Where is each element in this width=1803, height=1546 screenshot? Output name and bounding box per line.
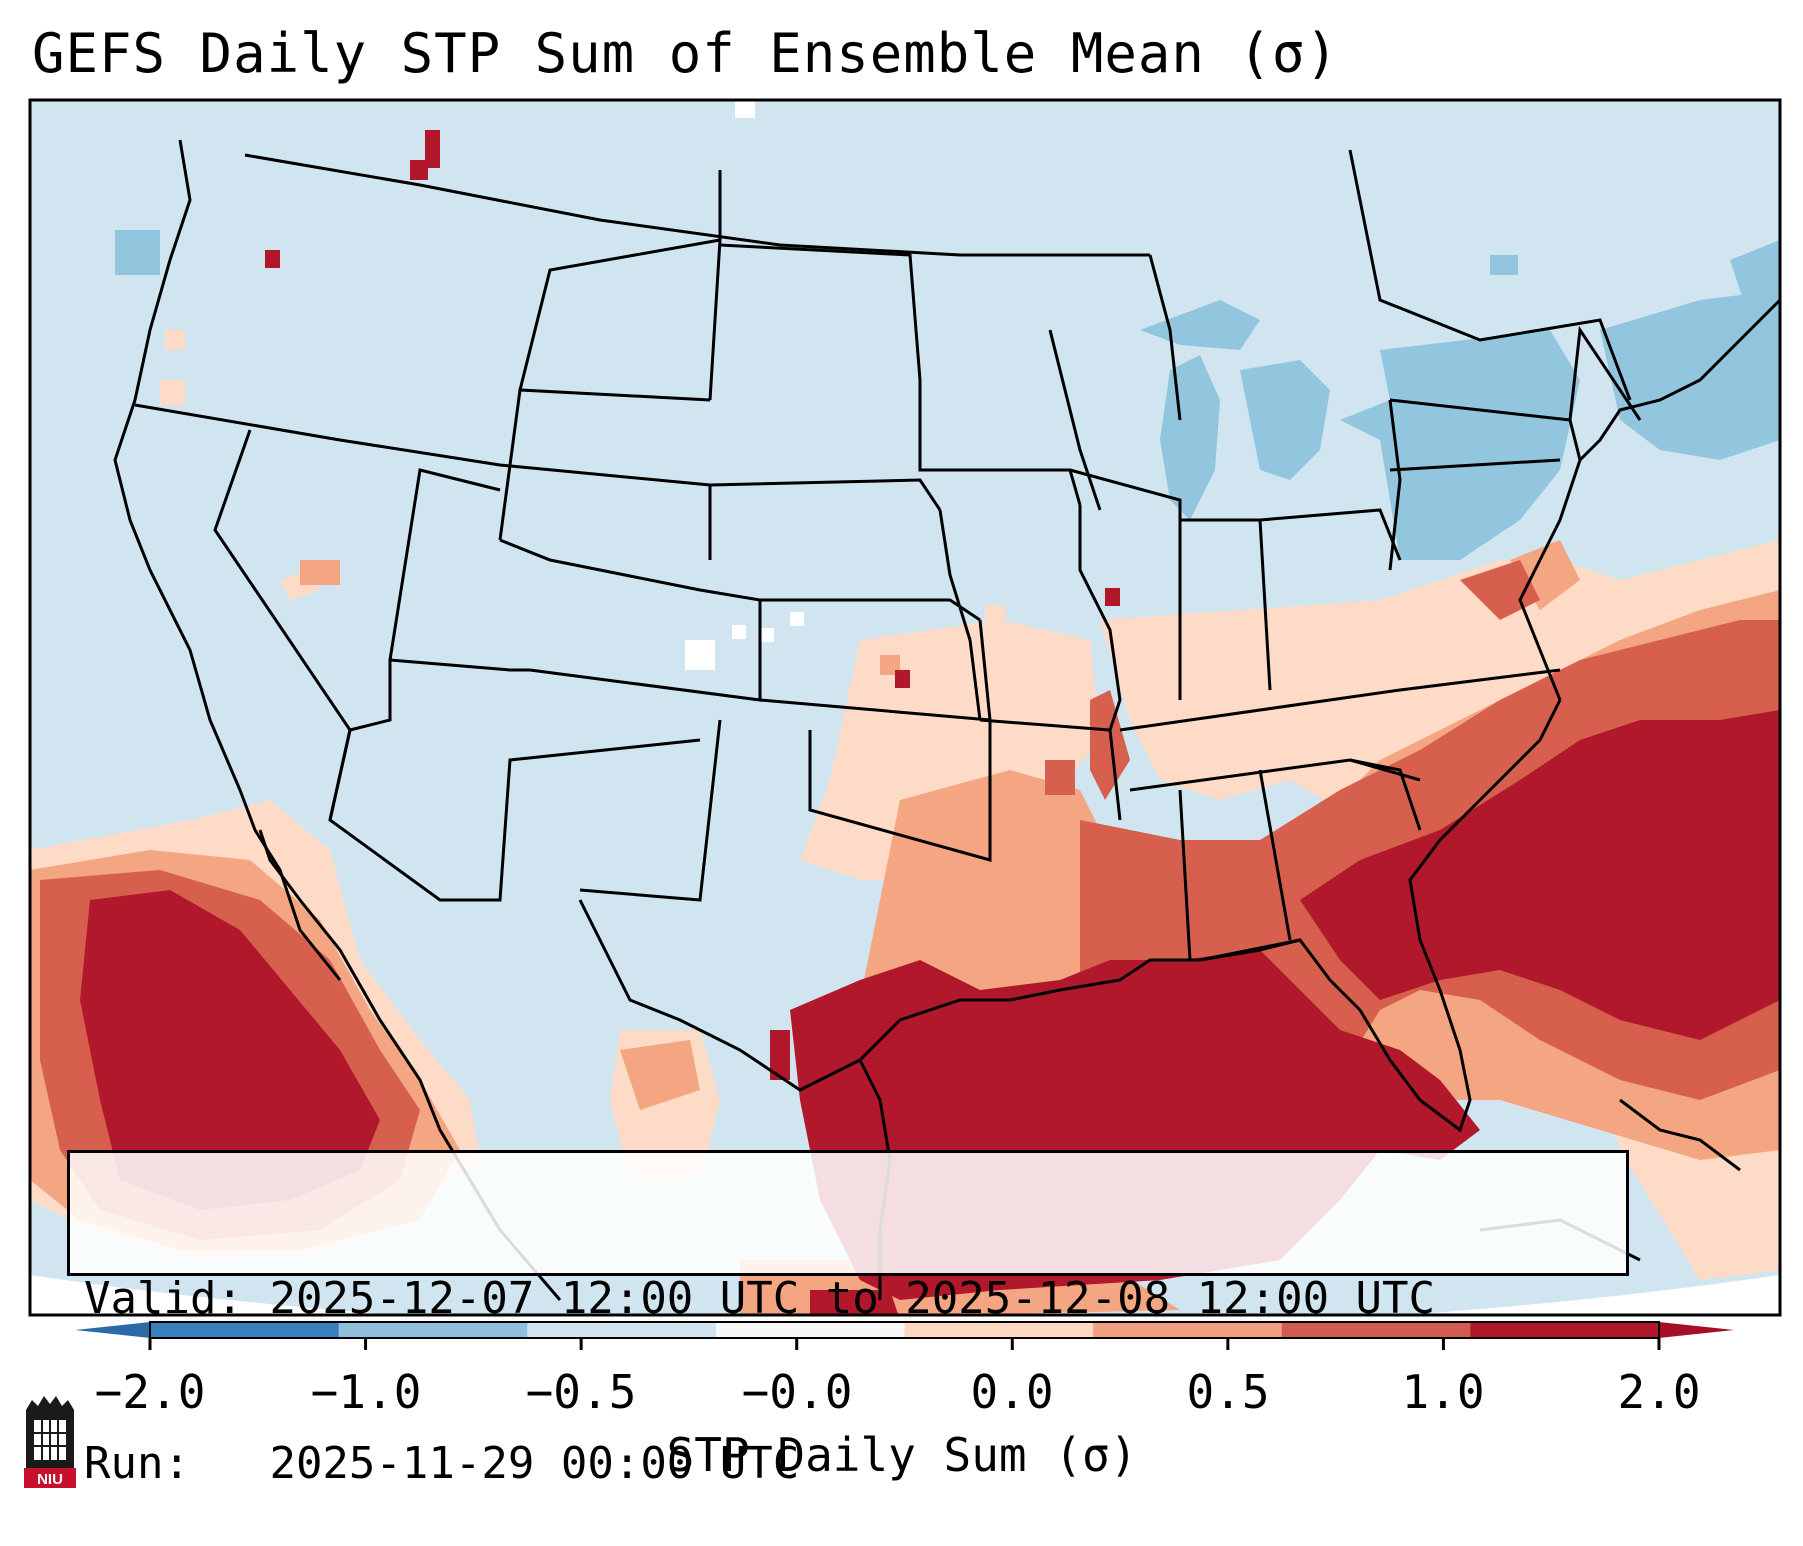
map-frame [28,98,1782,1317]
out-of-domain-area [30,1275,1780,1315]
colorbar-tick-label: −0.5 [525,1365,637,1419]
run-row: Run: 2025-11-29 00:00 UTC [84,1436,1612,1491]
colorbar-tick-label: 2.0 [1617,1365,1701,1419]
colorbar-tick-label: 0.0 [970,1365,1054,1419]
state-borders [134,149,1642,962]
colorbar-tick-label: 1.0 [1401,1365,1485,1419]
great-lakes-anomaly-area [115,230,1780,560]
validity-info-box: Valid: 2025-12-07 12:00 UTC to 2025-12-0… [67,1150,1629,1489]
run-time: 2025-11-29 00:00 UTC [269,1438,800,1489]
colorbar-bin [150,1322,340,1338]
colorbar-bin [1470,1322,1660,1338]
niu-logo: NIU [24,1396,76,1488]
colorbar-tick-label: 0.5 [1186,1365,1270,1419]
valid-range: 2025-12-07 12:00 UTC to 2025-12-08 12:00… [269,1273,1436,1324]
map-area [30,100,1780,1315]
colorbar-bin [904,1322,1094,1338]
valid-row: Valid: 2025-12-07 12:00 UTC to 2025-12-0… [84,1271,1612,1326]
colorbar-bin [527,1322,717,1338]
colorbar-bin [338,1322,528,1338]
colorbar-bin [1093,1322,1283,1338]
logo-text: NIU [37,1471,63,1488]
colorbar [75,1321,1734,1350]
run-prefix: Run: [84,1438,190,1489]
colorbar-outline [149,1321,1660,1339]
neutral-anomaly-patches [685,100,804,670]
colorbar-extend-low [75,1322,150,1338]
valid-prefix: Valid: [84,1273,243,1324]
colorbar-extend-high [1659,1322,1734,1338]
colorbar-bin [715,1322,905,1338]
map-figure [28,98,1782,1350]
colorbar-label: STP Daily Sum (σ) [666,1428,1138,1482]
colorbar-tick-label: −2.0 [94,1365,206,1419]
colorbar-tick-label: −0.0 [741,1365,853,1419]
colorbar-tick-label: −1.0 [310,1365,422,1419]
map-title: GEFS Daily STP Sum of Ensemble Mean (σ) [32,22,1339,85]
colorbar-bin [1281,1322,1471,1338]
